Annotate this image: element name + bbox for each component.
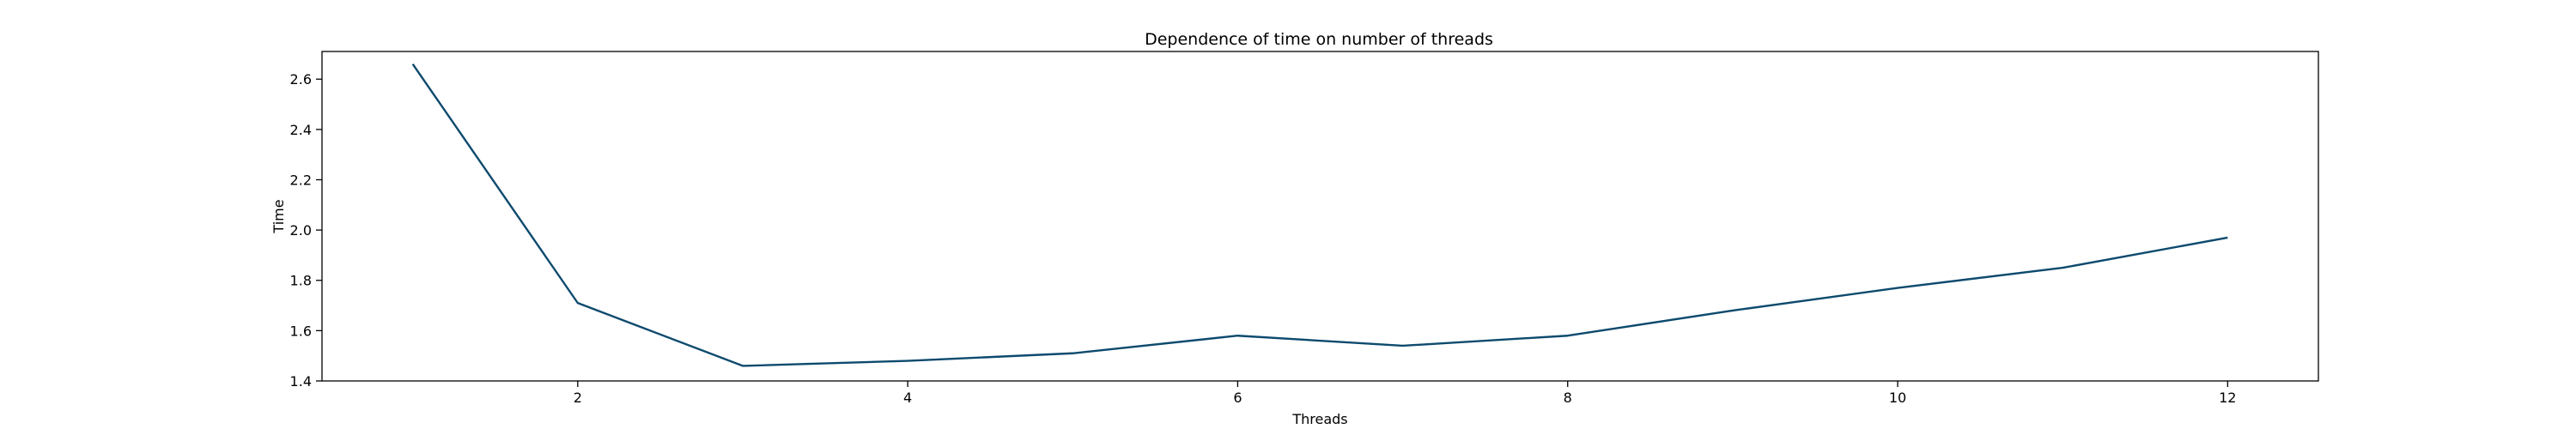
y-axis: 1.4 1.6 1.8 2.0 2.2 2.4 2.6 <box>290 71 322 390</box>
x-tick-label: 10 <box>1889 390 1906 406</box>
x-tick-label: 6 <box>1233 390 1242 406</box>
y-tick-label: 2.2 <box>290 172 312 188</box>
x-axis: 2 4 6 8 10 12 <box>574 381 2236 406</box>
y-tick-label: 2.6 <box>290 71 312 88</box>
x-tick-label: 2 <box>574 390 582 406</box>
series-line-0 <box>411 63 2228 367</box>
y-tick-label: 1.8 <box>290 273 312 289</box>
x-tick-label: 4 <box>903 390 912 406</box>
y-tick-label: 1.6 <box>290 323 312 339</box>
x-tick-label: 8 <box>1564 390 1572 406</box>
y-tick-label: 1.4 <box>290 373 312 390</box>
x-tick-label: 12 <box>2219 390 2236 406</box>
x-axis-title: Threads <box>1291 411 1347 427</box>
series-layer <box>411 63 2228 367</box>
y-axis-title: Time <box>270 199 287 233</box>
plot-frame <box>321 51 2319 382</box>
chart-title: Dependence of time on number of threads <box>1145 30 1493 49</box>
y-tick-label: 2.0 <box>290 222 312 239</box>
y-tick-label: 2.4 <box>290 122 312 138</box>
